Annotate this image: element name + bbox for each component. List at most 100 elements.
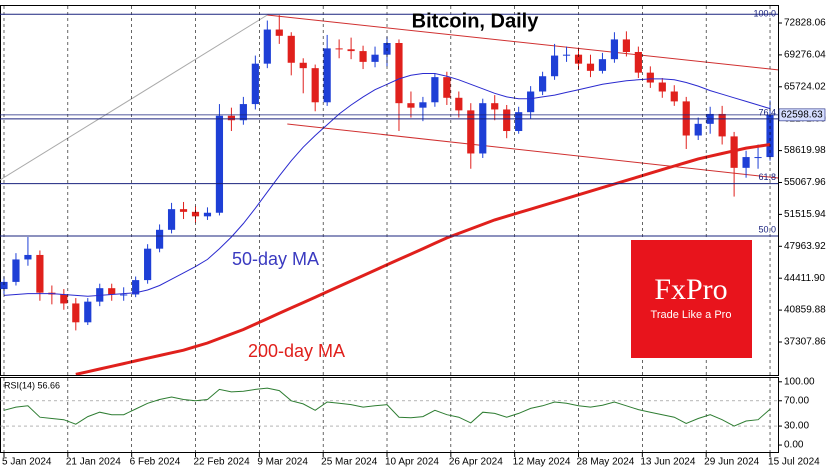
fib-label: 50.0 bbox=[758, 224, 776, 234]
candle-body bbox=[718, 113, 726, 137]
candle-body bbox=[155, 229, 164, 249]
trendline bbox=[267, 14, 778, 71]
candle-body bbox=[144, 248, 152, 281]
last-price-label: 62598.63 bbox=[781, 110, 823, 121]
x-tick-label: 21 Jan 2024 bbox=[66, 457, 121, 468]
candle-body bbox=[239, 104, 247, 121]
fib-label: 76.4 bbox=[758, 107, 776, 117]
candle-body bbox=[12, 259, 20, 282]
ma200-annotation: 200-day MA bbox=[248, 341, 345, 361]
candle-body bbox=[179, 209, 188, 212]
y-tick-label: 47963.92 bbox=[784, 241, 826, 252]
candle-body bbox=[72, 303, 80, 323]
candle-body bbox=[527, 91, 535, 113]
x-tick-label: 26 Apr 2024 bbox=[449, 457, 503, 468]
candle-body bbox=[36, 254, 44, 293]
candle-body bbox=[108, 288, 116, 295]
candle-body bbox=[479, 103, 487, 154]
last-price-box bbox=[778, 108, 826, 122]
candle-body bbox=[503, 109, 511, 132]
candle-body bbox=[60, 294, 68, 304]
price-panel-frame bbox=[0, 5, 779, 376]
candle-body bbox=[455, 97, 463, 111]
y-tick-label: 37307.86 bbox=[784, 337, 826, 348]
candle-body bbox=[694, 123, 702, 136]
candle-body bbox=[539, 76, 547, 92]
candle-body bbox=[562, 54, 571, 56]
candle-body bbox=[299, 62, 307, 69]
candle-body bbox=[311, 68, 319, 103]
logo-brand: FxPro bbox=[654, 273, 727, 306]
y-tick-label: 40859.88 bbox=[784, 305, 826, 316]
candle-body bbox=[347, 49, 355, 52]
y-tick-label: 44411.90 bbox=[784, 273, 825, 284]
y-tick-label: 65724.02 bbox=[784, 81, 826, 92]
candle-body bbox=[275, 29, 283, 36]
candle-body bbox=[215, 115, 224, 213]
candle-body bbox=[431, 77, 439, 103]
candle-body bbox=[467, 110, 475, 154]
candle-body bbox=[515, 112, 523, 132]
candle-body bbox=[120, 294, 128, 296]
candle-body bbox=[610, 39, 619, 60]
y-tick-label: 58619.98 bbox=[784, 145, 826, 156]
candle-body bbox=[24, 254, 32, 260]
ma50-annotation: 50-day MA bbox=[232, 249, 319, 269]
candle-body bbox=[0, 281, 8, 290]
price-panel: 5 Jan 2024 21 Jan 2024 6 Feb 2024 22 Feb 20… bbox=[0, 6, 826, 468]
rsi-line bbox=[3, 387, 771, 427]
candle-body bbox=[263, 29, 271, 64]
x-tick-label: 5 Jan 2024 bbox=[2, 457, 52, 468]
logo-tagline: Trade Like a Pro bbox=[651, 309, 732, 321]
candle-body bbox=[203, 212, 212, 217]
ma-line bbox=[75, 143, 771, 375]
candle-body bbox=[670, 91, 678, 102]
x-tick-label: 15 Jul 2024 bbox=[768, 457, 820, 468]
candle-body bbox=[323, 48, 331, 103]
logo-box bbox=[631, 240, 752, 358]
y-tick-label: 70.00 bbox=[784, 395, 809, 406]
fib-label: 100.0 bbox=[753, 9, 776, 19]
candle-body bbox=[766, 114, 774, 158]
candle-body bbox=[742, 157, 750, 168]
y-tick-label: 69276.04 bbox=[784, 50, 826, 61]
rsi-panel-frame bbox=[0, 377, 779, 453]
y-tick-label: 30.00 bbox=[784, 421, 809, 432]
x-tick-label: 10 Apr 2024 bbox=[385, 457, 439, 468]
candle-body bbox=[251, 63, 259, 105]
rsi-title: RSI(14) 56.66 bbox=[4, 380, 60, 390]
candle-body bbox=[84, 301, 92, 323]
candle-body bbox=[598, 59, 607, 71]
candle-body bbox=[395, 43, 403, 104]
candle-body bbox=[419, 102, 427, 108]
candle-body bbox=[550, 55, 559, 77]
candle-body bbox=[407, 103, 415, 108]
y-tick-label: 100.00 bbox=[784, 376, 815, 387]
candle-body bbox=[227, 115, 235, 121]
y-tick-label: 51515.94 bbox=[784, 209, 826, 220]
x-tick-label: 9 Mar 2024 bbox=[257, 457, 308, 468]
candle-body bbox=[622, 39, 630, 52]
y-tick-label: 55067.96 bbox=[784, 177, 826, 188]
candle-body bbox=[646, 72, 654, 83]
candle-body bbox=[359, 51, 367, 62]
x-tick-label: 22 Feb 2024 bbox=[193, 457, 250, 468]
candle-body bbox=[491, 103, 499, 110]
trendline bbox=[0, 14, 268, 181]
candle-body bbox=[287, 35, 295, 63]
candle-body bbox=[191, 211, 200, 217]
x-tick-label: 28 May 2024 bbox=[577, 457, 635, 468]
y-tick-label: 72828.06 bbox=[784, 18, 826, 29]
candle-body bbox=[586, 63, 595, 71]
trendline bbox=[287, 123, 778, 179]
fib-label: 61.8 bbox=[758, 172, 776, 182]
x-tick-label: 29 Jun 2024 bbox=[704, 457, 759, 468]
candle-body bbox=[574, 54, 583, 64]
candle-body bbox=[443, 77, 451, 98]
candle-body bbox=[658, 82, 666, 92]
x-tick-label: 6 Feb 2024 bbox=[130, 457, 181, 468]
x-tick-label: 13 Jun 2024 bbox=[640, 457, 695, 468]
